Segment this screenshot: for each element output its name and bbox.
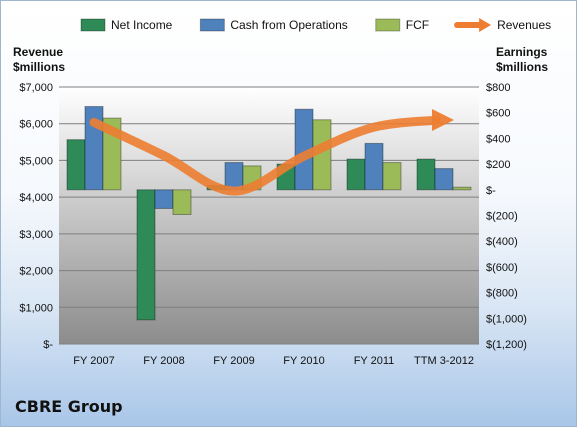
company-name: CBRE Group [15,397,123,416]
x-tick-label: FY 2011 [354,355,395,367]
plot-area [59,87,479,344]
right-tick-label: $(800) [486,288,518,300]
left-axis-title: $millions [13,60,65,74]
right-tick-label: $- [486,185,496,197]
right-axis-title: Earnings [496,45,548,59]
right-tick-label: $200 [486,159,510,171]
left-tick-label: $7,000 [19,82,53,94]
right-tick-label: $(1,000) [486,313,527,325]
x-tick-label: FY 2009 [213,355,254,367]
right-tick-label: $(600) [486,262,518,274]
right-tick-label: $600 [486,108,510,120]
legend-label: Net Income [111,18,173,32]
left-axis-title: Revenue [13,45,63,59]
right-tick-label: $400 [486,133,510,145]
right-tick-label: $(200) [486,211,518,223]
left-tick-label: $- [43,339,53,351]
bar-net-income [416,158,436,191]
bar-fcf [172,189,192,215]
x-tick-label: FY 2007 [73,355,114,367]
legend-arrowhead [479,18,492,32]
bar-fcf [382,162,402,191]
bar-cash-from-operations [154,189,174,209]
left-tick-label: $2,000 [19,266,53,278]
bar-fcf [452,186,472,191]
revenue-line [89,115,441,196]
legend-label: Revenues [497,18,551,32]
right-tick-label: $800 [486,82,510,94]
left-tick-label: $1,000 [19,302,53,314]
legend-label: Cash from Operations [230,18,347,32]
bar-net-income [136,189,156,321]
right-tick-label: $(1,200) [486,339,527,351]
bar-net-income [346,158,366,191]
left-tick-label: $3,000 [19,229,53,241]
revenue-arrowhead [432,109,454,132]
legend-label: FCF [406,18,429,32]
left-tick-label: $5,000 [19,155,53,167]
legend-swatch-net-income [80,18,106,32]
bar-net-income [66,139,86,191]
legend-swatch-cash-from-operations [199,18,225,32]
left-tick-label: $4,000 [19,192,53,204]
x-tick-label: FY 2010 [283,355,324,367]
bar-cash-from-operations [224,162,244,191]
bar-cash-from-operations [434,168,454,191]
x-tick-label: TTM 3-2012 [414,355,474,367]
legend-swatch-fcf [375,18,401,32]
left-tick-label: $6,000 [19,119,53,131]
right-axis-title: $millions [496,60,548,74]
x-tick-label: FY 2008 [143,355,184,367]
bar-cash-from-operations [364,142,384,191]
right-tick-label: $(400) [486,236,518,248]
